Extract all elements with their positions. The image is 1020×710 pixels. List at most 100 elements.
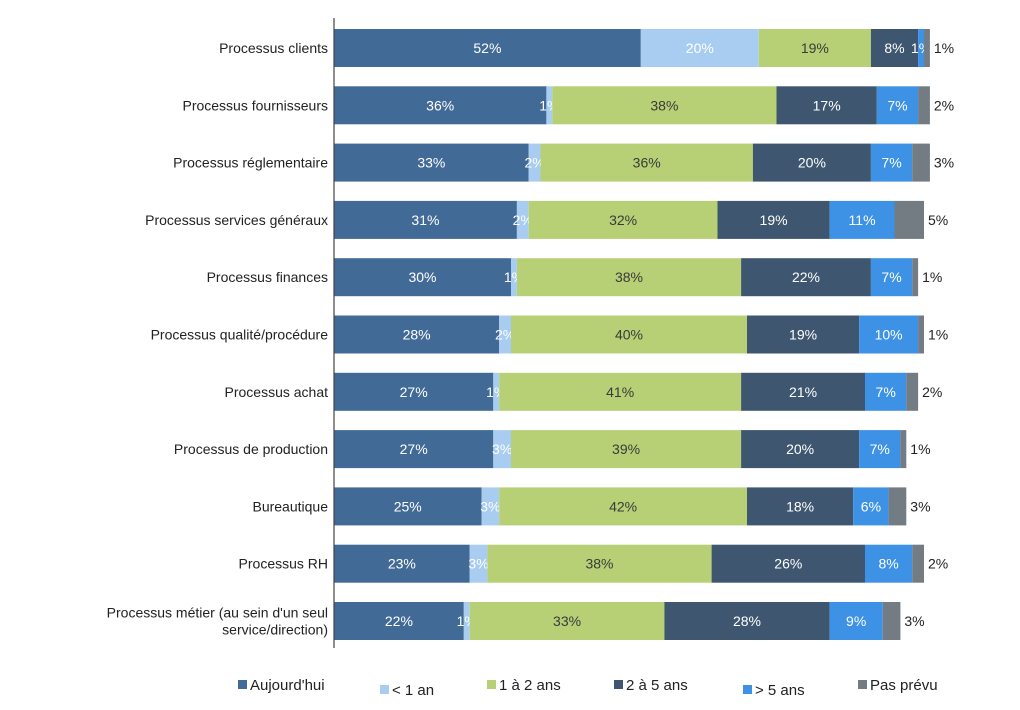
bar-segment-gt-5-ans-row-2: [876, 86, 919, 125]
data-label-pas-prevu-row-5: 1%: [922, 269, 942, 285]
data-label-pas-prevu-row-8: 1%: [910, 441, 930, 457]
bar-segment-pas-prevu-row-3: [912, 143, 930, 182]
category-label-3: Processus réglementaire: [173, 155, 328, 171]
bar-segment-1-a-2-ans-row-3: [540, 143, 753, 182]
data-label-aujourd-hui-row-6: 28%: [403, 327, 431, 343]
bar-segment-2-a-5-ans-row-8: [741, 430, 860, 469]
data-label-aujourd-hui-row-3: 33%: [417, 155, 445, 171]
data-label-aujourd-hui-row-2: 36%: [426, 97, 454, 113]
category-label-8: Processus de production: [174, 441, 328, 457]
legend-label-lt-1-an: < 1 an: [392, 682, 434, 699]
legend-label-aujourd-hui: Aujourd'hui: [250, 677, 325, 694]
bar-segment-2-a-5-ans-row-3: [752, 143, 871, 182]
bar-segment-1-a-2-ans-row-9: [499, 487, 747, 526]
bar-segment-1-a-2-ans-row-11: [469, 602, 665, 640]
data-label-aujourd-hui-row-1: 52%: [473, 40, 501, 56]
bar-segment-gt-5-ans-row-1: [918, 29, 924, 67]
legend-swatch-lt-1-an: [380, 685, 389, 694]
bar-segment-pas-prevu-row-8: [900, 430, 907, 469]
bar-segment-gt-5-ans-row-10: [865, 544, 913, 583]
data-label-lt-1-an-row-1: 20%: [686, 40, 714, 56]
bar-segment-gt-5-ans-row-4: [829, 200, 895, 239]
bar-segment-lt-1-an-row-6: [499, 315, 511, 354]
data-label-gt-5-ans-row-9: 6%: [861, 498, 881, 514]
category-label-7: Processus achat: [225, 384, 329, 400]
category-label-5: Processus finances: [207, 269, 328, 285]
category-label-2: Processus fournisseurs: [182, 97, 328, 113]
bar-segment-pas-prevu-row-7: [906, 372, 919, 411]
legend-swatch-2-a-5-ans: [614, 680, 623, 689]
data-label-2-a-5-ans-row-1: 8%: [884, 40, 904, 56]
legend-swatch-1-a-2-ans: [487, 680, 496, 689]
data-label-pas-prevu-row-1: 1%: [934, 40, 954, 56]
data-label-1-a-2-ans-row-9: 42%: [609, 498, 637, 514]
data-label-aujourd-hui-row-4: 31%: [411, 212, 439, 228]
legend: Aujourd'hui < 1 an 1 à 2 ans 2 à 5 ans > 5 a…: [238, 677, 938, 699]
category-labels: Processus clients Processus fournisseurs P…: [107, 40, 329, 638]
data-label-pas-prevu-row-3: 3%: [934, 155, 954, 171]
bar-segment-pas-prevu-row-10: [912, 544, 924, 583]
bar-segment-2-a-5-ans-row-10: [711, 544, 865, 583]
data-label-lt-1-an-row-10: 3%: [468, 556, 488, 572]
data-label-1-a-2-ans-row-1: 19%: [801, 40, 829, 56]
data-label-2-a-5-ans-row-8: 20%: [786, 441, 814, 457]
bar-segment-aujourd-hui-row-7: [334, 372, 494, 411]
data-label-lt-1-an-row-8: 3%: [492, 441, 512, 457]
bar-segment-pas-prevu-row-4: [894, 200, 924, 239]
bar-segment-lt-1-an-row-4: [516, 200, 529, 239]
data-label-lt-1-an-row-3: 2%: [524, 155, 544, 171]
bar-segment-aujourd-hui-row-10: [334, 544, 470, 583]
bar-segment-2-a-5-ans-row-5: [741, 258, 871, 297]
bar-segment-lt-1-an-row-8: [493, 430, 511, 469]
data-label-2-a-5-ans-row-5: 22%: [792, 269, 820, 285]
bar-segment-2-a-5-ans-row-4: [717, 200, 830, 239]
data-label-1-a-2-ans-row-7: 41%: [606, 384, 634, 400]
bar-segment-2-a-5-ans-row-11: [664, 602, 830, 640]
bar-segment-2-a-5-ans-row-7: [741, 372, 865, 411]
data-label-2-a-5-ans-row-10: 26%: [774, 556, 802, 572]
data-label-2-a-5-ans-row-11: 28%: [733, 613, 761, 629]
data-label-1-a-2-ans-row-5: 38%: [615, 269, 643, 285]
data-label-1-a-2-ans-row-10: 38%: [585, 556, 613, 572]
bar-segment-1-a-2-ans-row-8: [511, 430, 742, 469]
data-label-pas-prevu-row-6: 1%: [928, 327, 948, 343]
bar-segment-gt-5-ans-row-7: [865, 372, 907, 411]
bar-segment-aujourd-hui-row-6: [334, 315, 500, 354]
data-label-aujourd-hui-row-11: 22%: [385, 613, 413, 629]
bar-segment-pas-prevu-row-2: [918, 86, 930, 125]
data-label-gt-5-ans-row-2: 7%: [887, 97, 907, 113]
data-label-gt-5-ans-row-10: 8%: [878, 556, 898, 572]
data-label-gt-5-ans-row-11: 9%: [846, 613, 866, 629]
data-label-1-a-2-ans-row-8: 39%: [612, 441, 640, 457]
data-label-gt-5-ans-row-3: 7%: [881, 155, 901, 171]
legend-label-gt-5-ans: > 5 ans: [755, 682, 805, 699]
legend-swatch-pas-prevu: [858, 680, 867, 689]
bar-segment-gt-5-ans-row-5: [870, 258, 913, 297]
bar-segment-aujourd-hui-row-5: [334, 258, 511, 297]
legend-label-2-a-5-ans: 2 à 5 ans: [626, 677, 688, 694]
category-label-9: Bureautique: [252, 498, 328, 514]
bar-segment-aujourd-hui-row-2: [334, 86, 547, 125]
bar-segment-lt-1-an-row-9: [481, 487, 500, 526]
bar-segment-pas-prevu-row-5: [912, 258, 919, 297]
bar-segment-aujourd-hui-row-9: [334, 487, 482, 526]
bar-segment-1-a-2-ans-row-4: [528, 200, 718, 239]
data-label-gt-5-ans-row-4: 11%: [849, 212, 876, 228]
data-label-lt-1-an-row-4: 2%: [513, 212, 533, 228]
bar-segment-aujourd-hui-row-8: [334, 430, 494, 469]
bar-segment-1-a-2-ans-row-2: [552, 86, 777, 125]
bar-segment-gt-5-ans-row-8: [859, 430, 901, 469]
data-label-aujourd-hui-row-9: 25%: [394, 498, 422, 514]
bar-segment-2-a-5-ans-row-2: [776, 86, 877, 125]
data-label-aujourd-hui-row-5: 30%: [408, 269, 436, 285]
data-label-2-a-5-ans-row-4: 19%: [760, 212, 788, 228]
data-label-aujourd-hui-row-7: 27%: [400, 384, 428, 400]
bar-segment-1-a-2-ans-row-7: [499, 372, 742, 411]
data-label-lt-1-an-row-6: 2%: [495, 327, 515, 343]
data-label-2-a-5-ans-row-9: 18%: [786, 498, 814, 514]
bar-segment-2-a-5-ans-row-9: [747, 487, 854, 526]
bar-segment-2-a-5-ans-row-1: [870, 29, 919, 67]
bar-segment-1-a-2-ans-row-5: [516, 258, 742, 297]
data-label-2-a-5-ans-row-7: 21%: [789, 384, 817, 400]
